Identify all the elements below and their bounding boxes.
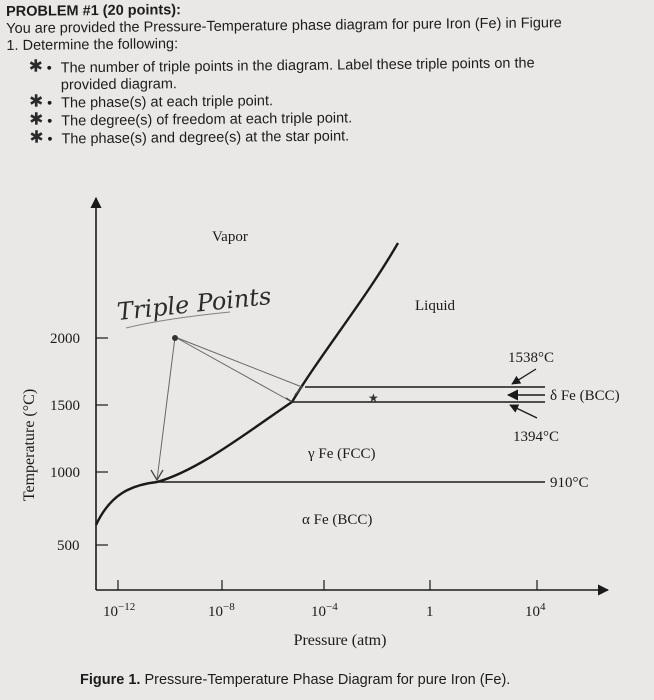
melting-arrow: [511, 368, 537, 385]
region-label-alpha: α Fe (BCC): [302, 512, 372, 528]
temperature-label-alpha-gamma: 910°C: [550, 475, 589, 491]
star-point-icon: ★: [368, 391, 379, 405]
region-label-liquid: Liquid: [415, 298, 455, 314]
sublimation-curve: [94, 401, 293, 526]
figure-caption-text: Pressure-Temperature Phase Diagram for p…: [144, 672, 511, 688]
triple-point-marker: [285, 386, 303, 403]
x-tick-label: 1: [426, 604, 434, 620]
region-label-delta: δ Fe (BCC): [550, 388, 620, 404]
figure-caption-label: Figure 1.: [80, 672, 141, 688]
melting-curve: [290, 242, 400, 403]
x-tick-label: 10−12: [103, 601, 135, 620]
y-tick-label: 2000: [50, 331, 80, 347]
figure-caption: Figure 1. Pressure-Temperature Phase Dia…: [80, 672, 510, 688]
region-label-vapor: Vapor: [212, 229, 248, 245]
x-axis-label: Pressure (atm): [294, 632, 387, 649]
y-ticks: [96, 337, 108, 546]
x-tick-label: 10−4: [311, 601, 338, 620]
x-ticks: [117, 580, 538, 590]
triple-points-annotation: Triple Points: [116, 282, 273, 326]
temperature-label-gamma-delta: 1394°C: [513, 429, 559, 445]
gamma-delta-arrow: [509, 404, 538, 419]
y-tick-label: 500: [57, 538, 80, 554]
x-tick-label: 104: [525, 601, 546, 620]
handwritten-underline: [125, 311, 231, 329]
y-tick-label: 1500: [50, 398, 80, 414]
y-axis-label: Temperature (°C): [21, 389, 38, 501]
x-tick-label: 10−8: [208, 601, 235, 620]
triple-point-marker: [150, 469, 164, 482]
region-label-gamma: γ Fe (FCC): [307, 446, 375, 462]
triple-point-marker: [172, 335, 178, 341]
temperature-label-melting: 1538°C: [508, 350, 554, 366]
handwritten-pointer-lines: [156, 336, 303, 481]
y-tick-label: 1000: [50, 465, 80, 481]
